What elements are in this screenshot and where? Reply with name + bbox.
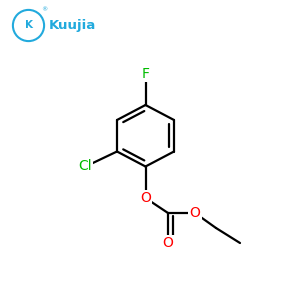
Text: ®: ® [41, 8, 47, 12]
Text: F: F [142, 67, 149, 80]
Text: O: O [140, 191, 151, 205]
Text: Cl: Cl [79, 160, 92, 173]
Text: K: K [25, 20, 32, 31]
Text: Kuujia: Kuujia [49, 19, 96, 32]
Text: O: O [190, 206, 200, 220]
Text: O: O [163, 236, 173, 250]
